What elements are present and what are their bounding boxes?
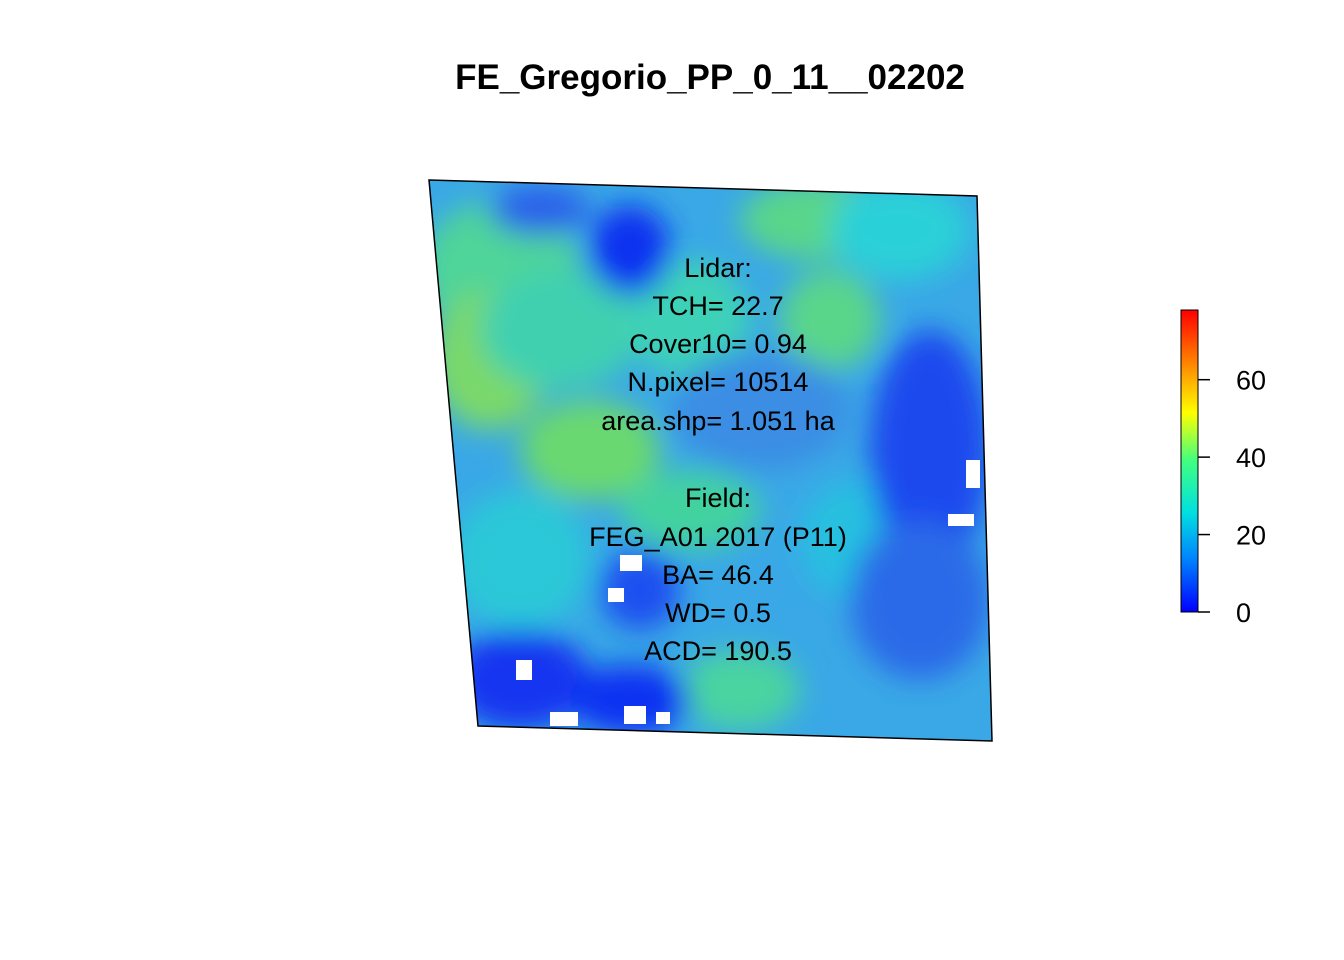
color-legend: 0 20 40 60 <box>1180 309 1266 628</box>
plot-title: FE_Gregorio_PP_0_11__02202 <box>455 58 965 97</box>
legend-ticks: 0 20 40 60 <box>1198 366 1266 628</box>
lidar-cover10: Cover10= 0.94 <box>629 329 807 359</box>
legend-tick-label: 20 <box>1236 521 1266 551</box>
field-wd: WD= 0.5 <box>665 598 771 628</box>
field-acd: ACD= 190.5 <box>644 636 792 666</box>
legend-tick-label: 60 <box>1236 366 1266 396</box>
plot-boundary <box>428 179 993 742</box>
lidar-header: Lidar: <box>684 253 752 283</box>
field-header: Field: <box>685 483 751 513</box>
lidar-tch: TCH= 22.7 <box>652 291 783 321</box>
legend-tick-label: 0 <box>1236 598 1251 628</box>
field-plot-id: FEG_A01 2017 (P11) <box>589 522 847 552</box>
field-ba: BA= 46.4 <box>662 560 774 590</box>
lidar-npixel: N.pixel= 10514 <box>628 367 809 397</box>
canopy-height-raster <box>429 180 992 741</box>
lidar-area: area.shp= 1.051 ha <box>601 406 835 436</box>
legend-colorbar <box>1180 309 1199 613</box>
plot-annotation: Lidar: TCH= 22.7 Cover10= 0.94 N.pixel= … <box>589 253 847 666</box>
no-data-patches <box>516 460 980 726</box>
legend-tick-label: 40 <box>1236 443 1266 473</box>
